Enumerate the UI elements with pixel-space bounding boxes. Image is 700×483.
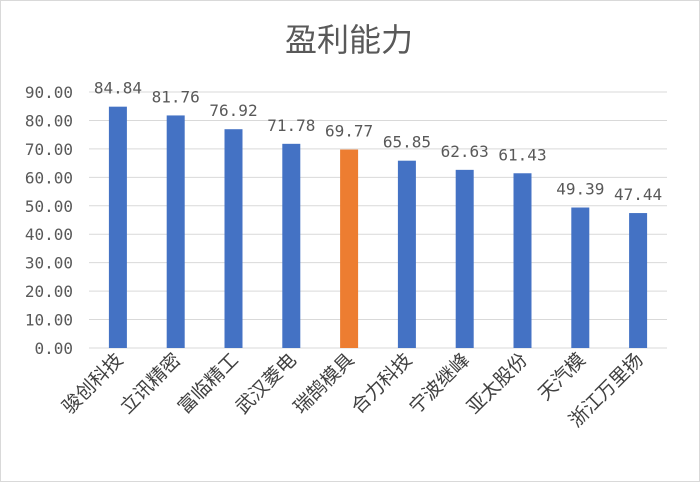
bar <box>224 129 243 348</box>
data-label: 47.44 <box>614 185 662 204</box>
data-label: 81.76 <box>152 87 200 106</box>
bar <box>571 207 590 348</box>
x-tick-label: 富临精工 <box>174 349 243 418</box>
data-label: 76.92 <box>209 101 257 120</box>
bar <box>629 213 648 348</box>
x-tick-label: 瑞鹄模具 <box>289 349 358 418</box>
chart-title: 盈利能力 <box>285 21 413 59</box>
data-label: 65.85 <box>383 133 431 152</box>
data-labels: 84.84 81.76 76.92 71.78 69.77 65.85 62.63 61.43… <box>94 79 662 204</box>
y-tick-label: 0.00 <box>34 339 73 358</box>
bar <box>340 149 359 348</box>
bar <box>513 173 532 348</box>
data-label: 61.43 <box>498 145 546 164</box>
bar <box>455 169 474 348</box>
y-tick-label: 40.00 <box>25 225 73 244</box>
y-tick-label: 30.00 <box>25 254 73 273</box>
bar <box>166 115 185 348</box>
bars <box>108 106 648 348</box>
x-tick-label: 武汉菱电 <box>232 349 301 418</box>
x-tick-label: 宁波继峰 <box>405 349 474 418</box>
y-tick-label: 80.00 <box>25 111 73 130</box>
x-tick-label: 立讯精密 <box>116 349 185 418</box>
bar <box>108 106 127 348</box>
data-label: 71.78 <box>267 116 315 135</box>
data-label: 62.63 <box>441 142 489 161</box>
y-tick-label: 90.00 <box>25 83 73 102</box>
y-tick-label: 70.00 <box>25 140 73 159</box>
data-label: 69.77 <box>325 122 373 141</box>
y-axis-ticks: 0.00 10.00 20.00 30.00 40.00 50.00 60.00 70.00 8… <box>25 83 73 358</box>
y-tick-label: 60.00 <box>25 168 73 187</box>
x-tick-label: 亚太股份 <box>463 349 532 418</box>
x-tick-label: 骏创科技 <box>58 349 127 418</box>
y-tick-label: 50.00 <box>25 197 73 216</box>
bar <box>397 160 416 348</box>
x-tick-label: 天汽模 <box>534 349 590 405</box>
data-label: 49.39 <box>556 180 604 199</box>
bar <box>282 143 301 348</box>
y-tick-label: 10.00 <box>25 311 73 330</box>
data-label: 84.84 <box>94 79 142 98</box>
x-tick-label: 合力科技 <box>347 349 416 418</box>
gridlines <box>89 91 667 349</box>
y-tick-label: 20.00 <box>25 282 73 301</box>
